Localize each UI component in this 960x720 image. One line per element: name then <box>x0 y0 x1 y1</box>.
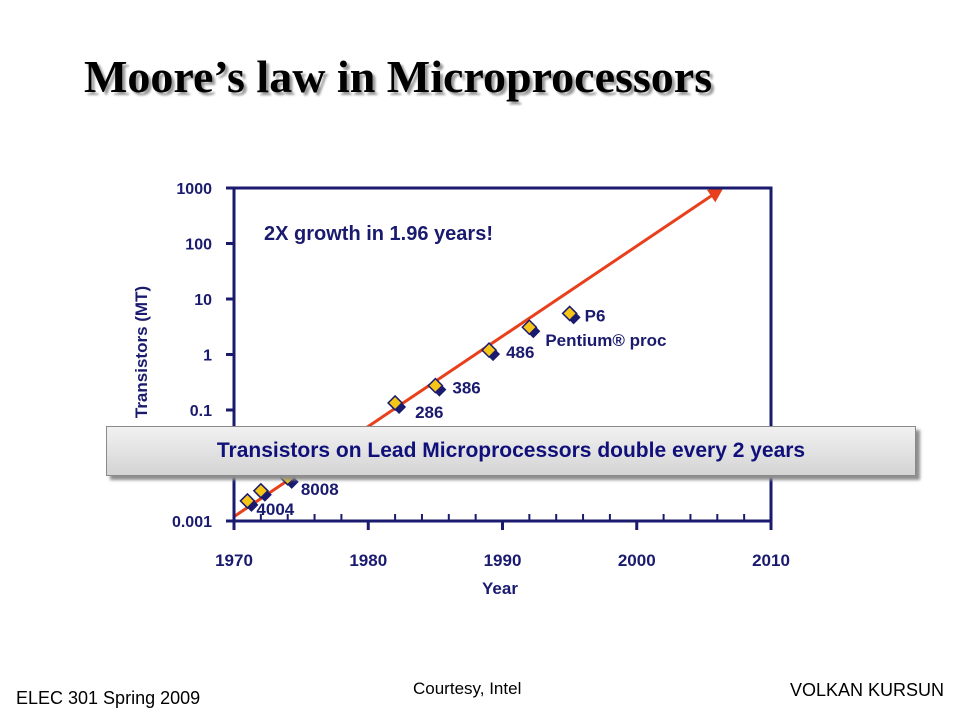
data-point-label: 486 <box>506 343 534 362</box>
data-point <box>481 342 498 359</box>
y-axis-label: Transistors (MT) <box>132 286 151 418</box>
y-tick-label: 10 <box>194 292 212 309</box>
x-tick-label: 1970 <box>215 551 253 570</box>
x-tick-label: 1980 <box>349 551 387 570</box>
x-tick-label: 2010 <box>752 551 790 570</box>
x-tick-label: 1990 <box>484 551 522 570</box>
data-point-label: Pentium® proc <box>545 331 666 350</box>
data-point <box>252 482 269 499</box>
credit-label: Courtesy, Intel <box>413 679 522 698</box>
data-point <box>427 377 444 394</box>
x-tick-label: 2000 <box>618 551 656 570</box>
y-tick-label: 0.1 <box>190 403 212 420</box>
growth-annotation: 2X growth in 1.96 years! <box>264 223 493 245</box>
y-tick-label: 1 <box>203 348 212 365</box>
data-point-label: 386 <box>452 379 480 398</box>
data-point <box>239 492 256 509</box>
data-point <box>521 319 538 336</box>
y-tick-label: 0.001 <box>172 514 212 531</box>
callout-box: Transistors on Lead Microprocessors doub… <box>106 426 916 476</box>
y-tick-label: 1000 <box>176 181 212 198</box>
x-axis-label: Year <box>482 579 518 598</box>
y-tick-label: 100 <box>185 237 212 254</box>
data-point <box>387 394 404 412</box>
data-point-label: 8008 <box>301 480 339 499</box>
slide-title: Moore’s law in Microprocessors <box>84 51 713 102</box>
data-point-label: 4004 <box>256 500 294 519</box>
data-point <box>561 305 578 322</box>
data-point-label: 286 <box>415 403 443 422</box>
author-label: VOLKAN KURSUN <box>789 680 944 700</box>
callout-text: Transistors on Lead Microprocessors doub… <box>216 439 806 462</box>
course-label: ELEC 301 Spring 2009 <box>16 688 201 708</box>
data-point-label: P6 <box>585 306 606 325</box>
